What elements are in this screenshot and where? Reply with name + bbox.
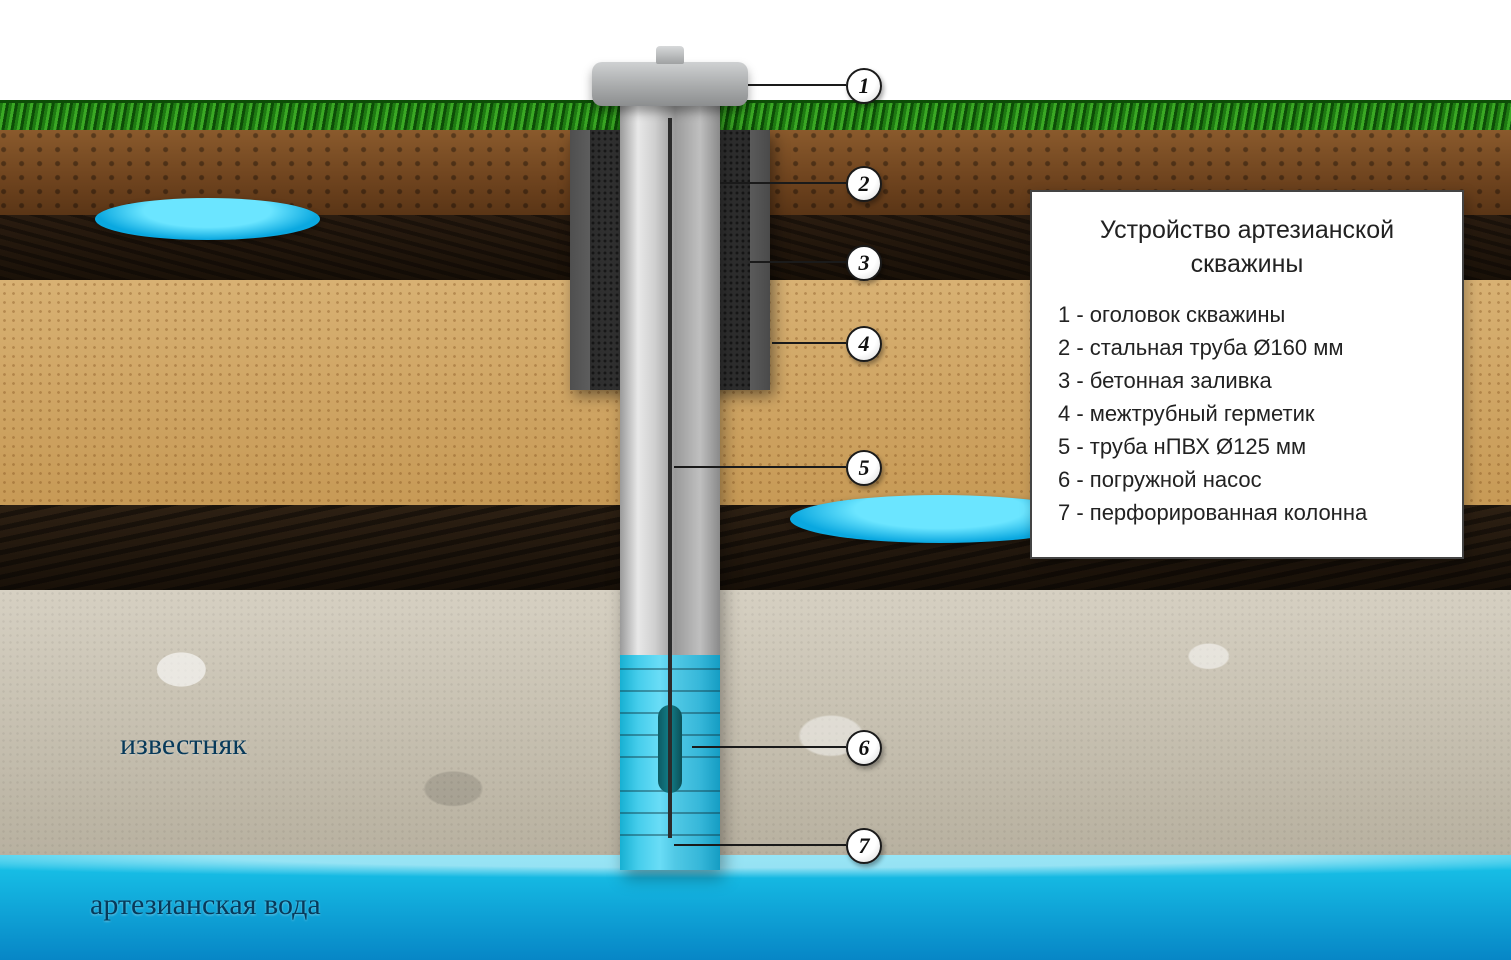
leader-line xyxy=(674,844,846,846)
callout-marker-5: 5 xyxy=(846,450,882,486)
callout-marker-3: 3 xyxy=(846,245,882,281)
callout-marker-7: 7 xyxy=(846,828,882,864)
legend-item: 6 - погружной насос xyxy=(1058,467,1436,493)
callout-marker-6: 6 xyxy=(846,730,882,766)
legend-item: 3 - бетонная заливка xyxy=(1058,368,1436,394)
perched-water-lens xyxy=(95,198,320,240)
leader-line xyxy=(674,466,846,468)
legend-item: 7 - перфорированная колонна xyxy=(1058,500,1436,526)
legend-item: 4 - межтрубный герметик xyxy=(1058,401,1436,427)
wellhead-nub xyxy=(656,46,684,64)
callout-marker-1: 1 xyxy=(846,68,882,104)
legend-title: Устройство артезианской скважины xyxy=(1058,214,1436,282)
stratum-limestone xyxy=(0,590,1511,855)
stratum-grass xyxy=(0,100,1511,133)
legend-list: 1 - оголовок скважины 2 - стальная труба … xyxy=(1058,302,1436,526)
leader-line xyxy=(720,182,846,184)
diagram-stage: 1 2 3 4 5 6 7 известняк артезианская вода Устр… xyxy=(0,0,1511,960)
leader-line xyxy=(772,342,846,344)
leader-line xyxy=(748,84,846,86)
legend-item: 1 - оголовок скважины xyxy=(1058,302,1436,328)
legend-title-line2: скважины xyxy=(1191,250,1304,278)
leader-line xyxy=(750,261,846,263)
leader-line xyxy=(692,746,846,748)
callout-marker-4: 4 xyxy=(846,326,882,362)
callout-marker-2: 2 xyxy=(846,166,882,202)
legend-box: Устройство артезианской скважины 1 - ого… xyxy=(1030,190,1464,559)
legend-item: 2 - стальная труба Ø160 мм xyxy=(1058,335,1436,361)
label-artesian-water: артезианская вода xyxy=(90,888,321,922)
legend-item: 5 - труба нПВХ Ø125 мм xyxy=(1058,434,1436,460)
label-limestone: известняк xyxy=(120,728,247,762)
legend-title-line1: Устройство артезианской xyxy=(1100,216,1394,244)
